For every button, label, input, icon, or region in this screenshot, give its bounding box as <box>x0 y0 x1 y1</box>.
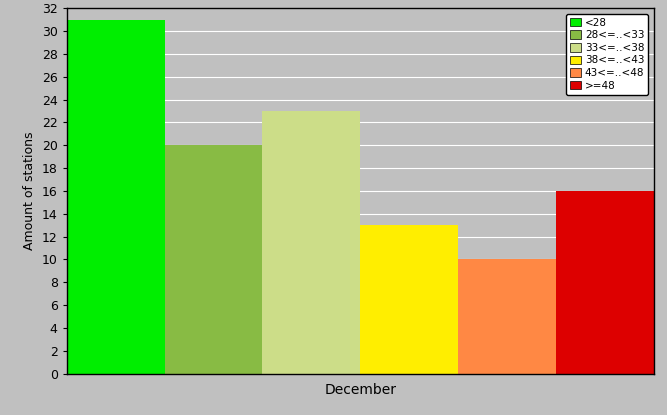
Bar <box>67 20 165 374</box>
Bar <box>458 259 556 374</box>
Bar <box>360 225 458 374</box>
Legend: <28, 28<=..<33, 33<=..<38, 38<=..<43, 43<=..<48, >=48: <28, 28<=..<33, 33<=..<38, 38<=..<43, 43… <box>566 14 648 95</box>
Bar <box>556 191 654 374</box>
Y-axis label: Amount of stations: Amount of stations <box>23 132 36 250</box>
Bar <box>262 111 360 374</box>
Bar <box>165 145 262 374</box>
